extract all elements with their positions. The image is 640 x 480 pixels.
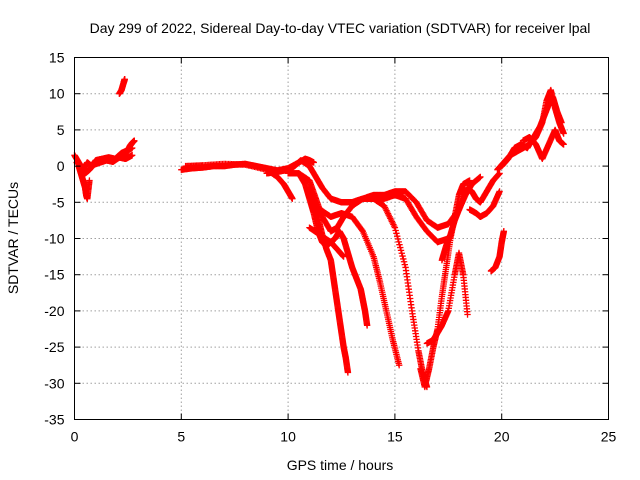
- data-point: [466, 177, 473, 184]
- chart-title: Day 299 of 2022, Sidereal Day-to-day VTE…: [90, 20, 591, 36]
- data-point: [396, 241, 403, 248]
- y-axis-label: SDTVAR / TECUs: [5, 182, 21, 294]
- y-tick-label: -10: [44, 231, 64, 247]
- x-axis-label: GPS time / hours: [287, 457, 394, 473]
- data-point: [289, 195, 296, 202]
- data-series: [116, 76, 128, 97]
- data-series: [438, 170, 503, 264]
- data-point: [500, 228, 508, 235]
- x-tick-label: 10: [280, 429, 296, 445]
- data-point: [86, 177, 93, 184]
- x-tick-label: 0: [71, 429, 79, 445]
- data-point: [344, 369, 352, 376]
- data-point: [398, 250, 405, 257]
- data-point: [121, 76, 128, 83]
- y-tick-label: -35: [44, 412, 64, 428]
- y-tick-label: 5: [57, 122, 65, 138]
- data-point: [394, 235, 402, 243]
- data-point: [558, 119, 565, 126]
- data-point: [395, 362, 403, 369]
- x-tick-label: 5: [177, 429, 185, 445]
- data-point: [496, 188, 503, 195]
- y-tick-label: -5: [52, 194, 65, 210]
- data-point: [393, 232, 401, 240]
- y-tick-label: 15: [49, 50, 65, 66]
- data-series: [306, 184, 352, 376]
- data-point: [464, 311, 471, 318]
- data-point: [397, 244, 404, 251]
- data-point: [363, 322, 371, 329]
- y-tick-label: -20: [44, 303, 64, 319]
- data-point: [560, 141, 567, 148]
- data-series: [306, 224, 347, 260]
- data-series: [466, 188, 503, 220]
- data-point: [340, 253, 347, 260]
- data-point: [393, 230, 400, 237]
- data-point: [401, 261, 409, 268]
- data-series: [295, 170, 371, 329]
- y-tick-label: -15: [44, 267, 64, 283]
- data-point: [477, 173, 484, 181]
- y-tick-label: 10: [49, 86, 65, 102]
- data-point: [131, 137, 138, 144]
- data-points: [71, 76, 567, 391]
- data-point: [400, 255, 407, 263]
- data-series: [263, 157, 484, 231]
- data-point: [128, 152, 136, 159]
- data-point: [400, 258, 408, 265]
- data-point: [391, 224, 399, 231]
- data-series: [120, 137, 138, 159]
- y-tick-label: -30: [44, 375, 64, 391]
- data-series: [316, 206, 403, 369]
- grid-lines: [74, 57, 609, 420]
- data-point: [392, 227, 399, 234]
- data-point: [310, 159, 317, 166]
- data-series: [182, 160, 296, 202]
- axis-ticks: 0 5 10 15 20 25 15 10 5 0 -5 -10 -15 -20 -25 -30 -35: [44, 50, 616, 445]
- data-point: [397, 247, 405, 254]
- data-point: [399, 252, 406, 260]
- data-series: [423, 249, 471, 347]
- y-tick-label: -25: [44, 339, 64, 355]
- x-tick-label: 20: [494, 429, 510, 445]
- data-series: [519, 126, 567, 163]
- x-tick-label: 25: [601, 429, 617, 445]
- data-point: [496, 170, 503, 177]
- data-point: [560, 130, 567, 137]
- data-series: [487, 228, 508, 275]
- y-tick-label: 0: [57, 158, 65, 174]
- data-point: [395, 238, 402, 246]
- x-tick-label: 15: [387, 429, 403, 445]
